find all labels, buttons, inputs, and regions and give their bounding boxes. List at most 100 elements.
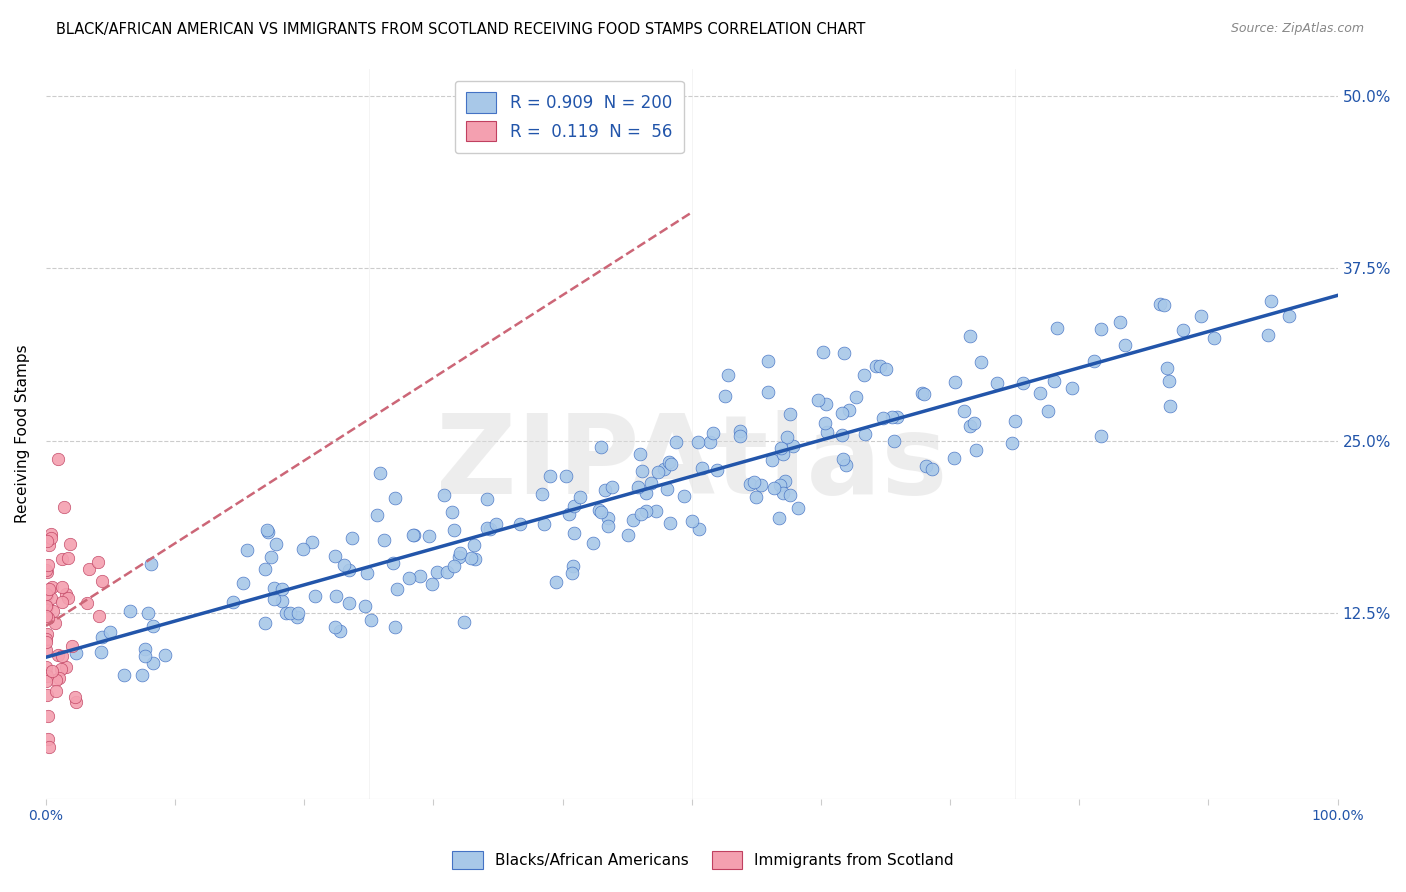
Point xyxy=(443,523,465,537)
Point xyxy=(986,376,1008,390)
Point xyxy=(60,640,83,654)
Point xyxy=(35,565,58,579)
Point xyxy=(329,624,352,638)
Point xyxy=(943,375,966,389)
Point xyxy=(38,582,60,596)
Point xyxy=(441,505,464,519)
Point xyxy=(1149,296,1171,310)
Point xyxy=(1159,399,1181,413)
Point xyxy=(45,673,67,688)
Point xyxy=(569,490,592,504)
Point xyxy=(58,550,80,565)
Text: ZIPAtlas: ZIPAtlas xyxy=(436,409,948,516)
Point xyxy=(815,425,838,439)
Point xyxy=(872,410,894,425)
Point xyxy=(1046,320,1069,334)
Point xyxy=(35,603,58,617)
Point xyxy=(87,555,110,569)
Point xyxy=(256,523,278,537)
Text: Source: ZipAtlas.com: Source: ZipAtlas.com xyxy=(1230,22,1364,36)
Point xyxy=(814,416,837,430)
Point xyxy=(582,536,605,550)
Point xyxy=(35,608,58,623)
Point xyxy=(49,662,72,676)
Point xyxy=(447,549,470,564)
Point xyxy=(35,587,58,601)
Point xyxy=(37,611,59,625)
Point xyxy=(665,435,688,450)
Point xyxy=(1090,428,1112,442)
Point xyxy=(48,451,70,466)
Point xyxy=(1083,354,1105,368)
Point xyxy=(882,410,904,425)
Point xyxy=(418,529,440,543)
Point xyxy=(702,426,724,441)
Point xyxy=(652,462,675,476)
Point xyxy=(756,354,779,368)
Point xyxy=(531,487,554,501)
Point xyxy=(453,615,475,629)
Point xyxy=(772,447,794,461)
Point xyxy=(381,556,404,570)
Point xyxy=(65,646,87,660)
Point xyxy=(91,574,114,589)
Point xyxy=(120,604,142,618)
Point xyxy=(533,517,555,532)
Point xyxy=(260,550,283,565)
Point xyxy=(621,513,644,527)
Point xyxy=(672,489,695,503)
Point xyxy=(756,384,779,399)
Point xyxy=(384,620,406,634)
Point xyxy=(479,522,502,536)
Point xyxy=(51,594,73,608)
Point xyxy=(834,458,856,472)
Point xyxy=(779,488,801,502)
Point xyxy=(647,465,669,479)
Point xyxy=(1109,315,1132,329)
Point xyxy=(1060,381,1083,395)
Point xyxy=(617,528,640,542)
Point xyxy=(39,591,62,606)
Point xyxy=(337,563,360,577)
Legend: R = 0.909  N = 200, R =  0.119  N =  56: R = 0.909 N = 200, R = 0.119 N = 56 xyxy=(454,80,683,153)
Point xyxy=(41,580,63,594)
Point xyxy=(142,656,165,670)
Point xyxy=(769,442,792,456)
Point xyxy=(596,510,619,524)
Point xyxy=(404,527,426,541)
Point xyxy=(41,664,63,678)
Point xyxy=(959,329,981,343)
Point xyxy=(869,359,891,373)
Point xyxy=(655,482,678,496)
Point xyxy=(53,500,76,515)
Point xyxy=(139,557,162,571)
Point xyxy=(555,469,578,483)
Point xyxy=(595,483,617,497)
Point xyxy=(690,460,713,475)
Point xyxy=(832,345,855,359)
Point xyxy=(340,532,363,546)
Point xyxy=(562,500,585,514)
Point xyxy=(280,606,302,620)
Point xyxy=(98,624,121,639)
Point xyxy=(35,588,58,602)
Point xyxy=(384,491,406,505)
Point xyxy=(354,599,377,613)
Point xyxy=(921,462,943,476)
Point xyxy=(264,536,287,550)
Point xyxy=(87,608,110,623)
Point xyxy=(1257,327,1279,342)
Point xyxy=(627,480,650,494)
Point xyxy=(35,660,58,674)
Point xyxy=(738,477,761,491)
Point xyxy=(965,442,987,457)
Point xyxy=(48,671,70,685)
Point xyxy=(304,589,326,603)
Legend: Blacks/African Americans, Immigrants from Scotland: Blacks/African Americans, Immigrants fro… xyxy=(446,845,960,875)
Point xyxy=(142,619,165,633)
Point xyxy=(588,503,610,517)
Point xyxy=(963,417,986,431)
Point xyxy=(1156,361,1178,376)
Point xyxy=(287,606,309,620)
Point xyxy=(373,533,395,547)
